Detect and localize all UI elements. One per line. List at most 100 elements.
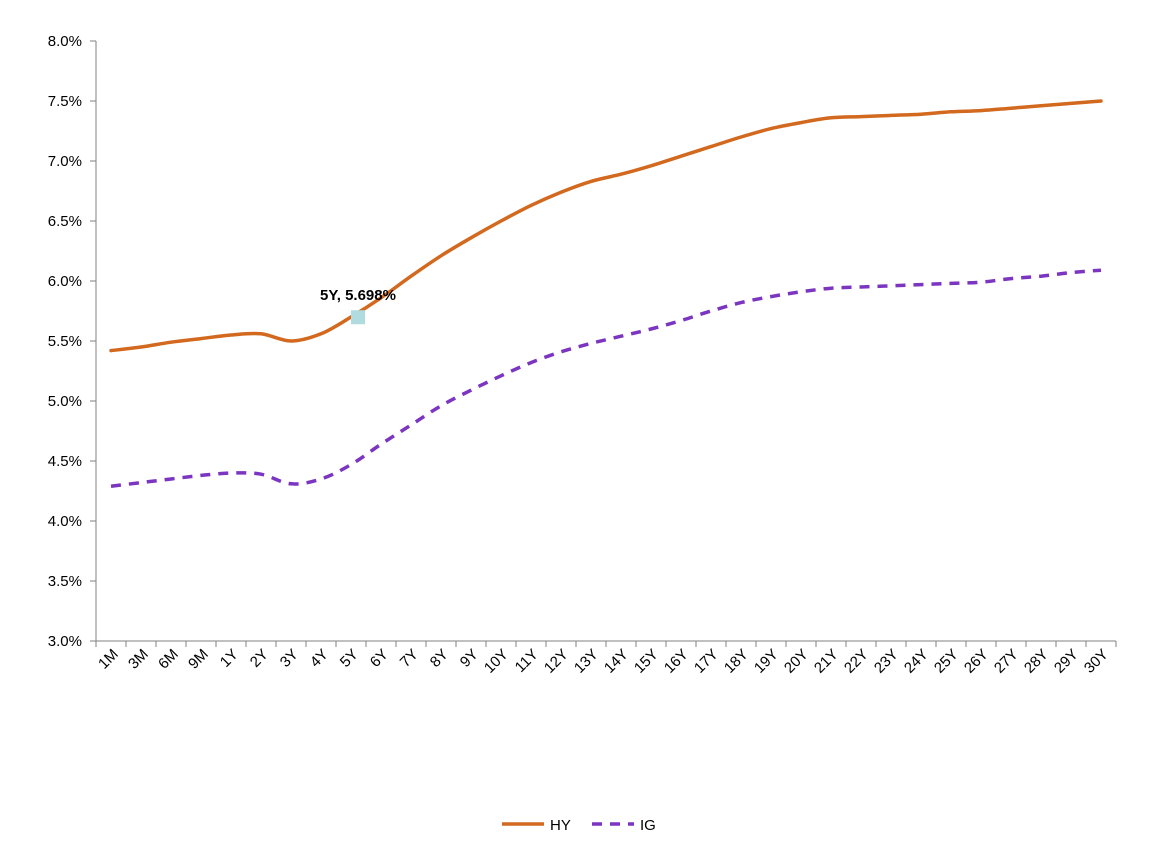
annotation: 5Y, 5.698% <box>320 287 396 325</box>
series-line-ig <box>110 268 1102 488</box>
data-point-ig <box>709 309 713 313</box>
y-tick-label: 4.5% <box>48 453 82 470</box>
y-tick-label: 5.0% <box>48 393 82 410</box>
data-point-ig <box>919 283 923 287</box>
x-tick-label: 19Y <box>751 646 782 677</box>
data-point-hy <box>289 339 293 343</box>
x-tick-label: 8Y <box>427 646 452 671</box>
series-layer <box>109 99 1103 488</box>
x-tick-label: 15Y <box>631 646 662 677</box>
x-tick-label: 21Y <box>811 646 842 677</box>
x-tick-label: 5Y <box>337 646 362 671</box>
y-tick-label: 6.5% <box>48 213 82 230</box>
data-point-hy <box>769 127 773 131</box>
data-point-hy <box>829 116 833 120</box>
data-point-hy <box>979 109 983 113</box>
x-tick-label: 30Y <box>1081 646 1112 677</box>
data-point-ig <box>979 280 983 284</box>
y-tick-label: 8.0% <box>48 33 82 50</box>
data-point-ig <box>109 484 113 488</box>
x-tick-label: 22Y <box>841 646 872 677</box>
data-point-ig <box>439 404 443 408</box>
x-tick-label: 14Y <box>601 646 632 677</box>
annotation-label: 5Y, 5.698% <box>320 287 396 304</box>
data-point-hy <box>169 340 173 344</box>
x-tick-label: 10Y <box>481 646 512 677</box>
data-point-hy <box>559 190 563 194</box>
data-point-hy <box>619 172 623 176</box>
data-point-hy <box>259 332 263 336</box>
data-point-ig <box>649 327 653 331</box>
data-point-ig <box>1009 277 1013 281</box>
x-tick-label: 26Y <box>961 646 992 677</box>
data-point-hy <box>589 179 593 183</box>
data-point-hy <box>1039 104 1043 108</box>
data-point-ig <box>799 290 803 294</box>
data-point-hy <box>1099 99 1103 103</box>
data-point-ig <box>469 388 473 392</box>
data-point-ig <box>1039 274 1043 278</box>
x-tick-label: 11Y <box>512 646 542 676</box>
x-tick-label: 6Y <box>367 646 392 671</box>
data-point-hy <box>529 203 533 207</box>
x-tick-label: 16Y <box>661 646 692 677</box>
x-tick-label: 28Y <box>1021 646 1052 677</box>
data-point-ig <box>619 334 623 338</box>
x-tick-label: 2Y <box>247 646 272 671</box>
y-tick-label: 7.5% <box>48 93 82 110</box>
x-tick-label: 23Y <box>871 646 902 677</box>
data-point-hy <box>1069 101 1073 105</box>
x-tick-label: 20Y <box>781 646 812 677</box>
x-tick-label: 9Y <box>457 646 482 671</box>
data-point-ig <box>739 301 743 305</box>
x-tick-label: 17Y <box>691 646 722 677</box>
x-tick-label: 3Y <box>277 646 302 671</box>
data-point-ig <box>889 284 893 288</box>
x-tick-label: 24Y <box>901 646 932 677</box>
data-point-ig <box>169 477 173 481</box>
data-point-hy <box>139 345 143 349</box>
data-point-hy <box>859 115 863 119</box>
x-tick-label: 1Y <box>217 646 242 671</box>
data-point-hy <box>229 333 233 337</box>
data-point-hy <box>469 236 473 240</box>
data-point-hy <box>439 254 443 258</box>
legend-label-ig: IG <box>640 817 656 834</box>
series-line-hy <box>109 99 1103 353</box>
data-point-hy <box>649 164 653 168</box>
data-point-hy <box>109 349 113 353</box>
data-point-hy <box>199 337 203 341</box>
data-point-ig <box>1069 271 1073 275</box>
data-point-hy <box>409 274 413 278</box>
data-point-hy <box>949 110 953 114</box>
data-point-ig <box>139 481 143 485</box>
x-tick-label: 12Y <box>541 646 572 677</box>
y-tick-label: 3.5% <box>48 573 82 590</box>
data-point-ig <box>829 286 833 290</box>
x-axis: 1M 3M 6M 9M 1Y 2Y 3Y 4Y 5Y 6Y 7Y 8Y 9Y 10Y 11Y 12Y 13Y 14… <box>95 640 1117 677</box>
y-tick-label: 7.0% <box>48 153 82 170</box>
data-point-hy <box>499 219 503 223</box>
x-tick-label: 9M <box>185 646 212 673</box>
legend-label-hy: HY <box>550 817 571 834</box>
data-point-hy <box>889 113 893 117</box>
data-point-hy <box>709 145 713 149</box>
y-tick-label: 4.0% <box>48 513 82 530</box>
x-tick-label: 18Y <box>721 646 752 677</box>
data-point-ig <box>769 295 773 299</box>
data-point-hy <box>739 135 743 139</box>
data-point-ig <box>379 442 383 446</box>
data-point-ig <box>499 374 503 378</box>
y-tick-label: 3.0% <box>48 633 82 650</box>
data-point-ig <box>1099 268 1103 272</box>
data-point-ig <box>529 361 533 365</box>
data-point-ig <box>679 319 683 323</box>
x-tick-label: 7Y <box>397 646 422 671</box>
legend: HY IG <box>502 817 656 834</box>
data-point-ig <box>199 473 203 477</box>
data-point-hy <box>679 154 683 158</box>
data-point-ig <box>589 341 593 345</box>
data-point-ig <box>289 482 293 486</box>
data-point-hy <box>919 112 923 116</box>
